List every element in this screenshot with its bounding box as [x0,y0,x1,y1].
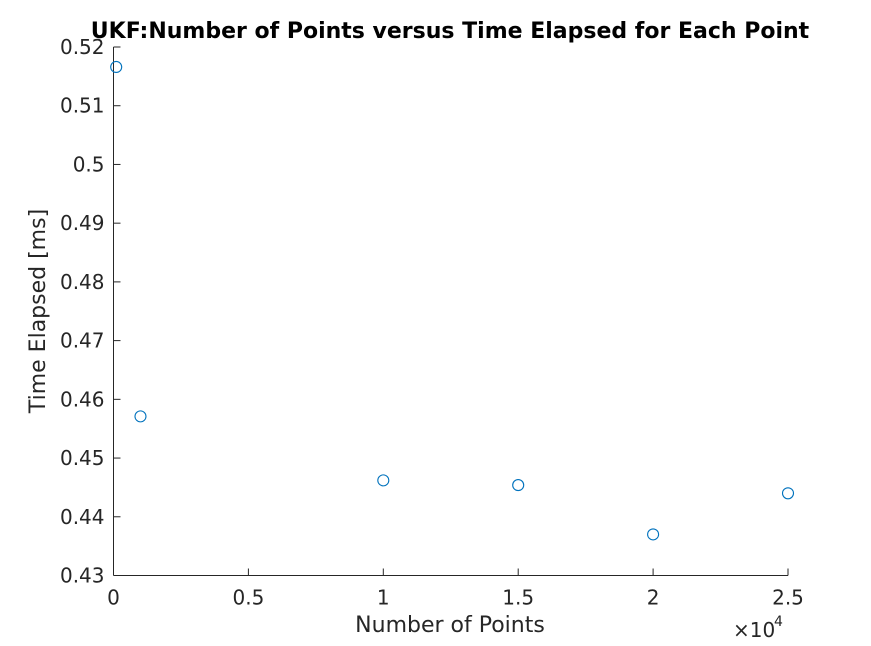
data-point [647,528,660,541]
y-axis-label: Time Elapsed [ms] [26,209,51,414]
x-exponent: ×10 4 [733,614,783,642]
x-ticks: 0 0.5 1 1.5 2 2.5 [107,568,804,610]
y-tick-label: 0.45 [60,446,105,470]
x-tick-label: 1 [377,586,390,610]
y-tick-label: 0.48 [60,270,105,294]
chart-title: UKF:Number of Points versus Time Elapsed… [91,19,810,44]
x-tick-label: 2.5 [772,586,804,610]
y-tick-label: 0.5 [73,152,105,176]
x-exponent-power: 4 [774,614,783,630]
x-axis-label: Number of Points [355,613,545,638]
x-tick-label: 0 [107,586,120,610]
y-ticks: 0.43 0.44 0.45 0.46 0.47 0.48 0.49 0.5 0.51 0.52 [60,35,121,588]
x-tick-label: 0.5 [232,586,264,610]
x-exponent-base: ×10 [733,618,775,642]
data-point [110,60,123,74]
y-tick-label: 0.43 [60,564,105,588]
plot-axes [113,47,788,576]
y-tick-label: 0.44 [60,505,105,529]
data-point [781,487,795,500]
data-point [512,479,525,492]
data-point [377,474,390,487]
x-tick-label: 2 [647,586,660,610]
y-tick-label: 0.51 [60,94,105,118]
y-tick-label: 0.49 [60,211,105,235]
data-points [110,60,795,541]
y-tick-label: 0.47 [60,329,105,353]
y-tick-label: 0.52 [60,35,105,59]
data-point [134,410,147,423]
x-tick-label: 1.5 [502,586,534,610]
y-tick-label: 0.46 [60,387,105,411]
